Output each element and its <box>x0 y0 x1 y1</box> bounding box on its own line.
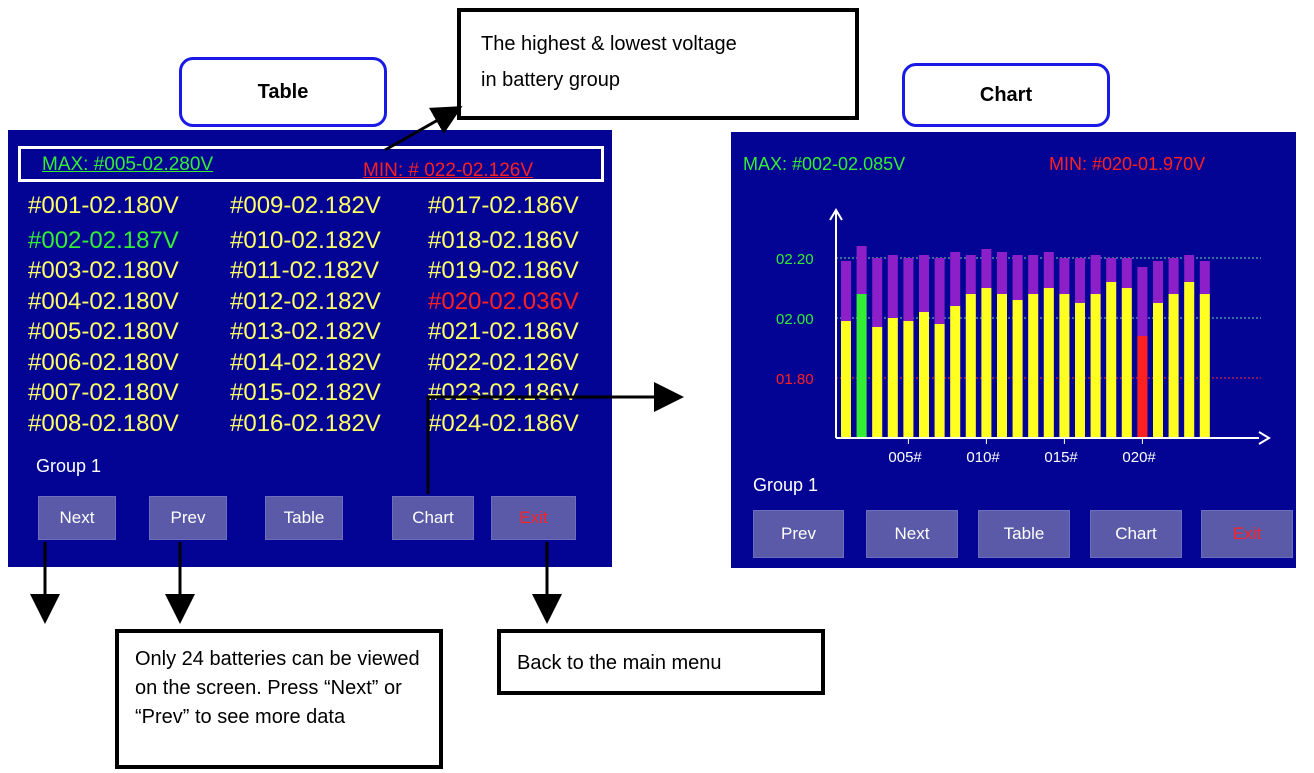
battery-cell: #017-02.186V <box>428 192 579 219</box>
voltage-note-line2: in battery group <box>481 69 620 91</box>
table-max-text: MAX: #005-02.280V <box>42 154 214 175</box>
chart-chart-button[interactable]: Chart <box>1090 510 1182 558</box>
battery-cell: #004-02.180V <box>28 288 179 315</box>
battery-cell: #011-02.182V <box>230 257 380 284</box>
chart-prev-button[interactable]: Prev <box>753 510 844 558</box>
battery-cell: #006-02.180V <box>28 349 179 376</box>
battery-cell: #005-02.180V <box>28 318 179 345</box>
chart-table-button[interactable]: Table <box>978 510 1070 558</box>
table-screen: MAX: #005-02.280V MIN: # 022-02.126V #00… <box>8 130 612 567</box>
chart-max-text: MAX: #002-02.085V <box>743 154 906 174</box>
bar-value <box>1168 294 1179 438</box>
bar-value <box>1043 288 1054 438</box>
bar-value <box>1012 300 1023 438</box>
battery-cell: #008-02.180V <box>28 410 179 437</box>
nav-note-text: Only 24 batteries can be viewed on the s… <box>135 648 420 728</box>
bar-value <box>997 294 1007 438</box>
bar-value <box>1059 294 1070 438</box>
chart-screen: MAX: #002-02.085V MIN: #020-01.970V 01.8… <box>731 132 1296 568</box>
battery-cell: #007-02.180V <box>28 379 179 406</box>
table-button[interactable]: Table <box>265 496 343 540</box>
bar-value <box>841 321 851 438</box>
bar-value <box>856 294 867 438</box>
bar-value <box>1121 288 1132 438</box>
chart-next-button[interactable]: Next <box>866 510 958 558</box>
voltage-note-line1: The highest & lowest voltage <box>481 33 737 55</box>
battery-cell: #013-02.182V <box>230 318 381 345</box>
y-tick-label: 02.20 <box>776 251 814 268</box>
bar-value <box>887 318 898 438</box>
bar-value <box>1184 282 1195 438</box>
chart-group-label: Group 1 <box>753 475 819 495</box>
bar-value <box>1090 294 1101 438</box>
battery-cell: #014-02.182V <box>230 349 381 376</box>
bar-value <box>981 288 992 438</box>
battery-cell: #015-02.182V <box>230 379 381 406</box>
battery-cell: #003-02.180V <box>28 257 179 284</box>
bar-value <box>1106 282 1117 438</box>
exit-note-text: Back to the main menu <box>517 652 722 674</box>
battery-cell: #010-02.182V <box>230 227 381 254</box>
bar-value <box>1075 303 1085 438</box>
battery-cell: #024-02.186V <box>428 410 579 437</box>
battery-cell: #001-02.180V <box>28 192 179 219</box>
voltage-note: The highest & lowest voltage in battery … <box>457 8 859 120</box>
battery-cell: #016-02.182V <box>230 410 381 437</box>
battery-cell: #012-02.182V <box>230 288 381 315</box>
exit-note: Back to the main menu <box>497 629 825 695</box>
table-min-text: MIN: # 022-02.126V <box>363 160 534 181</box>
nav-note: Only 24 batteries can be viewed on the s… <box>115 629 443 769</box>
bar-value <box>919 312 929 438</box>
maxmin-highlight-box <box>18 146 604 182</box>
battery-cell: #002-02.187V <box>28 227 179 254</box>
table-callout: Table <box>179 57 387 127</box>
next-button[interactable]: Next <box>38 496 116 540</box>
battery-cell: #018-02.186V <box>428 227 579 254</box>
bar-value <box>1153 303 1163 438</box>
battery-cell: #009-02.182V <box>230 192 381 219</box>
x-tick-label: 005# <box>888 449 922 466</box>
x-axis-arrow-icon <box>1258 431 1271 445</box>
y-axis-arrow-icon <box>829 208 843 221</box>
x-tick-label: 010# <box>966 449 1000 466</box>
table-group-label: Group 1 <box>36 456 102 476</box>
bar-value <box>1028 294 1039 438</box>
battery-cell: #019-02.186V <box>428 257 579 284</box>
y-tick-label: 01.80 <box>776 371 814 388</box>
battery-cell: #020-02.036V <box>428 288 579 315</box>
y-tick-label: 02.00 <box>776 311 814 328</box>
battery-cell: #021-02.186V <box>428 318 579 345</box>
bar-value <box>872 327 883 438</box>
x-tick-label: 015# <box>1044 449 1078 466</box>
bar-value <box>903 321 914 438</box>
chart-callout-label: Chart <box>979 83 1033 106</box>
battery-cell: #022-02.126V <box>428 349 579 376</box>
chart-min-text: MIN: #020-01.970V <box>1049 154 1206 174</box>
bar-value <box>965 294 976 438</box>
table-callout-label: Table <box>257 80 309 103</box>
exit-button[interactable]: Exit <box>491 496 576 540</box>
chart-button[interactable]: Chart <box>392 496 474 540</box>
bar-value <box>1199 294 1210 438</box>
chart-exit-button[interactable]: Exit <box>1201 510 1293 558</box>
bar-value <box>1137 336 1148 438</box>
bar-value <box>950 306 961 438</box>
battery-cell: #023-02.186V <box>428 379 579 406</box>
chart-callout: Chart <box>902 63 1110 127</box>
prev-button[interactable]: Prev <box>149 496 227 540</box>
voltage-bar-chart: 01.80 02.00 02.20 005# 010# 015# 020# <box>776 208 1271 466</box>
x-tick-label: 020# <box>1122 449 1156 466</box>
bar-value <box>934 324 945 438</box>
